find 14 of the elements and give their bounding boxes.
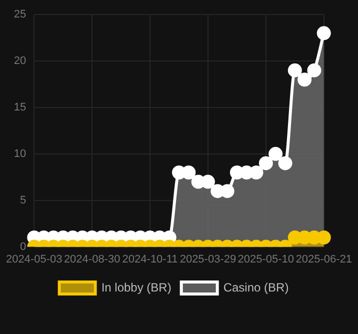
y-tick-label: 5 xyxy=(20,194,26,206)
y-tick-label: 15 xyxy=(14,102,26,114)
y-tick-label: 20 xyxy=(14,55,26,68)
y-tick-label: 25 xyxy=(14,8,26,21)
x-tick-label: 2025-06-21 xyxy=(296,253,352,266)
y-tick-label: 0 xyxy=(20,240,26,253)
x-tick-label: 2025-05-10 xyxy=(238,253,294,266)
x-tick-label: 2024-10-11 xyxy=(122,253,178,266)
legend-label: In lobby (BR) xyxy=(101,280,172,294)
x-tick-label: 2024-08-30 xyxy=(64,253,120,266)
x-tick-label: 2025-03-29 xyxy=(180,253,236,266)
y-tick-label: 10 xyxy=(14,148,26,160)
x-tick-label: 2024-05-03 xyxy=(6,253,62,266)
legend-label: Casino (BR) xyxy=(223,280,289,294)
